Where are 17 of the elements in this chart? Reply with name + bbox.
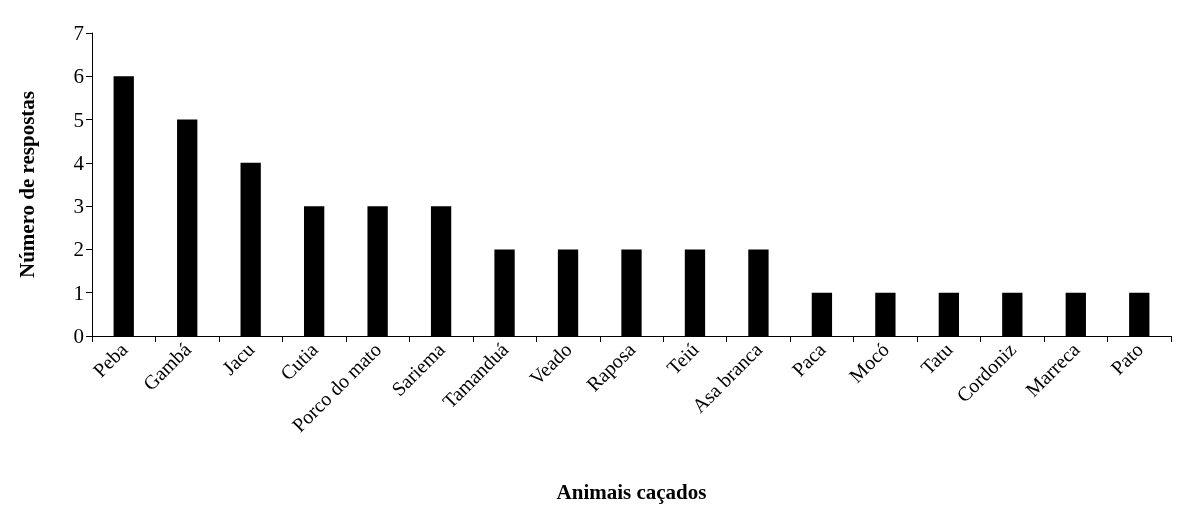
y-axis-title: Número de respostas [14,90,39,279]
x-tick-label: Paca [787,338,830,381]
y-tick-label: 6 [73,64,84,89]
y-tick-label: 5 [73,107,84,132]
y-tick-label: 0 [73,324,84,348]
y-tick-label: 2 [73,237,84,262]
y-tick-label: 3 [73,194,84,219]
x-tick-label: Cutia [275,338,323,385]
y-tick-label: 1 [73,280,84,305]
y-tick-label: 7 [73,21,84,45]
x-tick-label: Tatu [916,338,957,379]
x-tick-label: Jacu [217,338,259,379]
x-tick-label: Teiú [662,338,703,379]
y-tick-label: 4 [73,150,85,175]
x-axis-title: Animais caçados [556,479,707,504]
x-tick-label: Peba [88,338,132,382]
x-tick-label: Pato [1106,338,1148,379]
